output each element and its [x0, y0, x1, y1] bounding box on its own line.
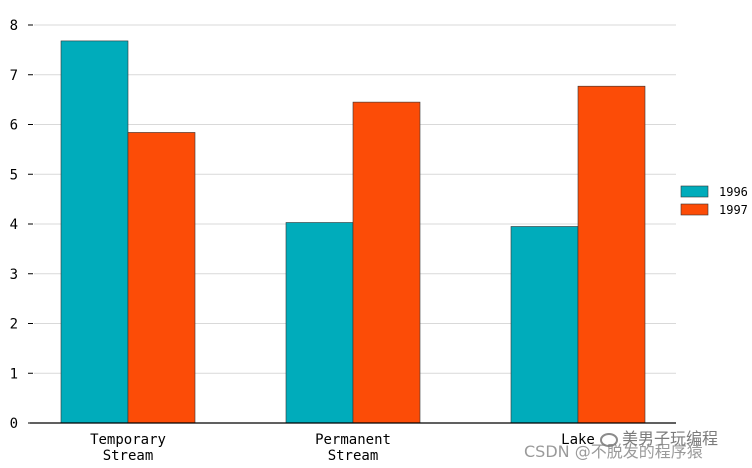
- bar-1996-1: [285, 222, 354, 424]
- bar-1996-2: [510, 226, 579, 424]
- x-tick-label: Lake: [561, 432, 595, 448]
- y-tick-label: 0: [10, 416, 18, 432]
- y-tick-label: 1: [10, 366, 18, 382]
- watermark-top-text: 美男子玩编程: [622, 429, 719, 448]
- y-tick-label: 5: [10, 167, 18, 183]
- y-tick-label: 2: [10, 317, 18, 333]
- x-tick-label-line: Lake: [561, 432, 595, 448]
- x-tick-label: Temporary Stream: [90, 432, 166, 464]
- bar-1997-1: [352, 101, 421, 424]
- watermark-csdn: CSDN @不脱发的程序猿: [524, 442, 703, 461]
- bar-1997-0: [127, 132, 196, 424]
- y-tick-label: 8: [10, 18, 18, 34]
- y-tick-label: 6: [10, 118, 18, 134]
- x-tick-label: Permanent Stream: [315, 432, 391, 464]
- legend-label-1996: 1996: [719, 185, 748, 199]
- wechat-icon: [600, 432, 618, 447]
- legend-swatch-1997: [680, 203, 709, 216]
- watermark-wechat: 美男子玩编程: [600, 425, 718, 449]
- bar-1997-2: [577, 85, 646, 424]
- bar-1996-0: [60, 40, 129, 424]
- legend-label-1997: 1997: [719, 203, 748, 217]
- y-tick-label: 7: [10, 68, 18, 84]
- y-tick-label: 4: [10, 217, 18, 233]
- bars: [60, 40, 646, 424]
- legend: 1996 1997: [680, 185, 748, 217]
- x-tick-label-line: Stream: [328, 448, 379, 464]
- x-tick-label-line: Stream: [103, 448, 154, 464]
- legend-swatch-1996: [680, 185, 709, 198]
- x-tick-label-line: Temporary: [90, 432, 166, 448]
- y-tick-label: 3: [10, 267, 18, 283]
- x-tick-label-line: Permanent: [315, 432, 391, 448]
